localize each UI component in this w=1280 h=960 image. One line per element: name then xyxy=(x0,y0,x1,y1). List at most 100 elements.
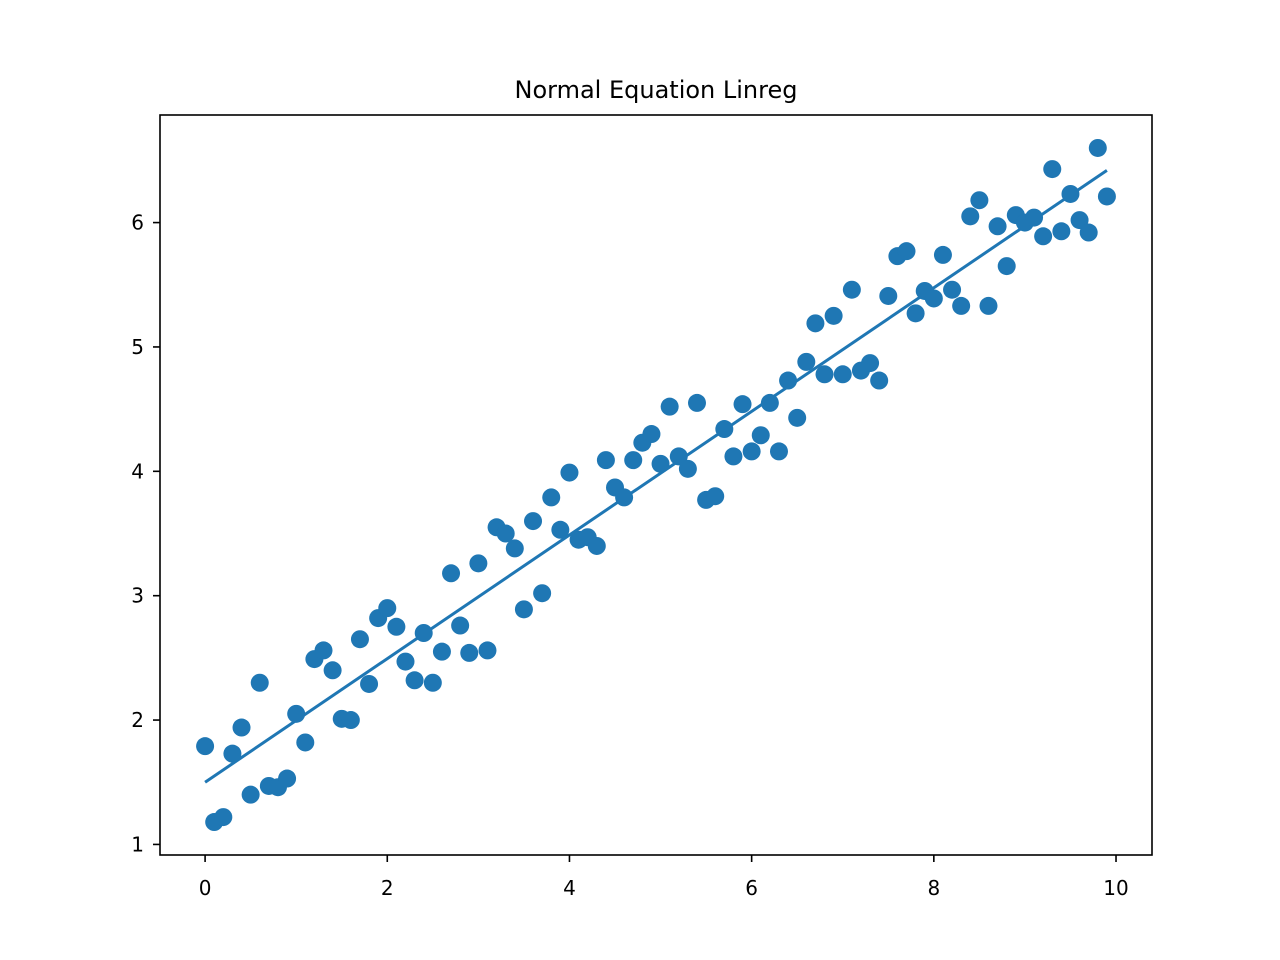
data-point xyxy=(906,304,925,323)
data-point xyxy=(615,488,634,507)
x-axis: 0 2 4 6 8 10 xyxy=(199,855,1129,900)
data-point xyxy=(724,447,743,466)
data-point xyxy=(1070,211,1089,230)
data-point xyxy=(314,641,333,660)
chart-title: Normal Equation Linreg xyxy=(515,76,798,104)
data-point xyxy=(350,630,369,649)
data-point xyxy=(879,286,898,305)
data-point xyxy=(779,371,798,390)
data-point xyxy=(933,245,952,264)
data-point xyxy=(733,395,752,414)
data-point xyxy=(924,289,943,308)
data-point xyxy=(287,704,306,723)
data-point xyxy=(278,769,297,788)
x-tick-label: 0 xyxy=(199,876,212,900)
x-tick-label: 8 xyxy=(927,876,940,900)
data-point xyxy=(687,393,706,412)
data-point xyxy=(1088,138,1107,157)
data-point xyxy=(560,463,579,482)
x-tick-label: 10 xyxy=(1103,876,1128,900)
data-point xyxy=(1097,187,1116,206)
y-tick-label: 6 xyxy=(131,211,144,235)
data-point xyxy=(624,451,643,470)
data-point xyxy=(897,242,916,261)
axes-frame xyxy=(159,114,1153,856)
data-point xyxy=(669,447,688,466)
data-point xyxy=(496,524,515,543)
data-point xyxy=(1025,208,1044,227)
data-point xyxy=(815,365,834,384)
data-point xyxy=(241,785,260,804)
data-point xyxy=(1043,160,1062,179)
y-tick-label: 5 xyxy=(131,335,144,359)
data-point xyxy=(979,296,998,315)
data-point xyxy=(943,280,962,299)
x-tick-label: 4 xyxy=(563,876,576,900)
data-point xyxy=(542,488,561,507)
data-point xyxy=(997,257,1016,276)
data-point xyxy=(460,643,479,662)
data-point xyxy=(223,744,242,763)
data-point xyxy=(806,314,825,333)
data-point xyxy=(405,671,424,690)
data-point xyxy=(514,600,533,619)
data-point xyxy=(423,673,442,692)
y-tick-label: 3 xyxy=(131,584,144,608)
data-point xyxy=(442,564,461,583)
data-point xyxy=(469,554,488,573)
data-point xyxy=(970,191,989,210)
data-point xyxy=(952,296,971,315)
data-point xyxy=(551,520,570,539)
data-point xyxy=(387,617,406,636)
data-point xyxy=(214,808,233,827)
data-point xyxy=(788,408,807,427)
data-point xyxy=(250,673,269,692)
data-point xyxy=(842,280,861,299)
data-point xyxy=(706,487,725,506)
data-point xyxy=(296,733,315,752)
data-point xyxy=(478,641,497,660)
data-point xyxy=(824,306,843,325)
data-point xyxy=(414,624,433,642)
y-tick-label: 2 xyxy=(131,708,144,732)
data-point xyxy=(751,426,770,445)
x-tick-label: 2 xyxy=(381,876,394,900)
data-point xyxy=(341,711,360,730)
x-tick-label: 6 xyxy=(745,876,758,900)
data-point xyxy=(587,536,606,555)
data-point xyxy=(378,599,397,618)
plot-area xyxy=(196,138,1116,832)
y-tick-label: 4 xyxy=(131,459,144,483)
data-point xyxy=(1079,223,1098,242)
data-point xyxy=(1052,222,1071,241)
y-tick-label: 1 xyxy=(131,832,144,856)
y-axis: 1 2 3 4 5 6 xyxy=(131,211,160,856)
data-point xyxy=(660,397,679,416)
data-point xyxy=(232,718,251,737)
data-point xyxy=(988,217,1007,236)
data-point xyxy=(769,442,788,461)
data-point xyxy=(870,371,889,390)
data-point xyxy=(524,512,543,531)
data-point xyxy=(861,354,880,373)
data-point xyxy=(715,420,734,439)
data-point xyxy=(651,454,670,473)
data-point xyxy=(797,352,816,371)
data-point xyxy=(742,442,761,461)
data-point xyxy=(1034,227,1053,246)
data-point xyxy=(396,652,415,671)
data-point xyxy=(323,661,342,680)
data-point xyxy=(833,365,852,384)
data-point xyxy=(678,459,697,478)
data-point xyxy=(642,425,661,444)
data-point xyxy=(760,393,779,412)
data-point xyxy=(961,207,980,226)
data-point xyxy=(533,584,552,603)
data-point xyxy=(505,539,524,558)
data-point xyxy=(360,674,379,693)
data-point xyxy=(451,616,470,635)
data-point xyxy=(196,737,215,756)
data-point xyxy=(1061,184,1080,203)
data-point xyxy=(432,642,451,661)
